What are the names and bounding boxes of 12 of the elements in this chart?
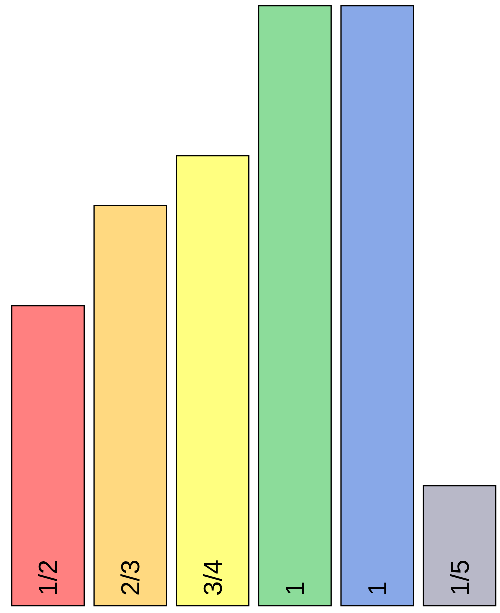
data-label: 3/4 — [198, 560, 228, 596]
data-label: 2/3 — [116, 560, 146, 596]
data-label: 1 — [362, 582, 392, 596]
bar — [258, 5, 332, 607]
data-label: 1/5 — [444, 560, 475, 596]
bar — [340, 5, 414, 607]
bar — [422, 485, 497, 607]
bar — [176, 155, 250, 607]
data-label: 1/2 — [33, 560, 64, 596]
bar — [11, 305, 86, 607]
bar — [94, 205, 168, 607]
data-label: 1 — [280, 582, 310, 596]
